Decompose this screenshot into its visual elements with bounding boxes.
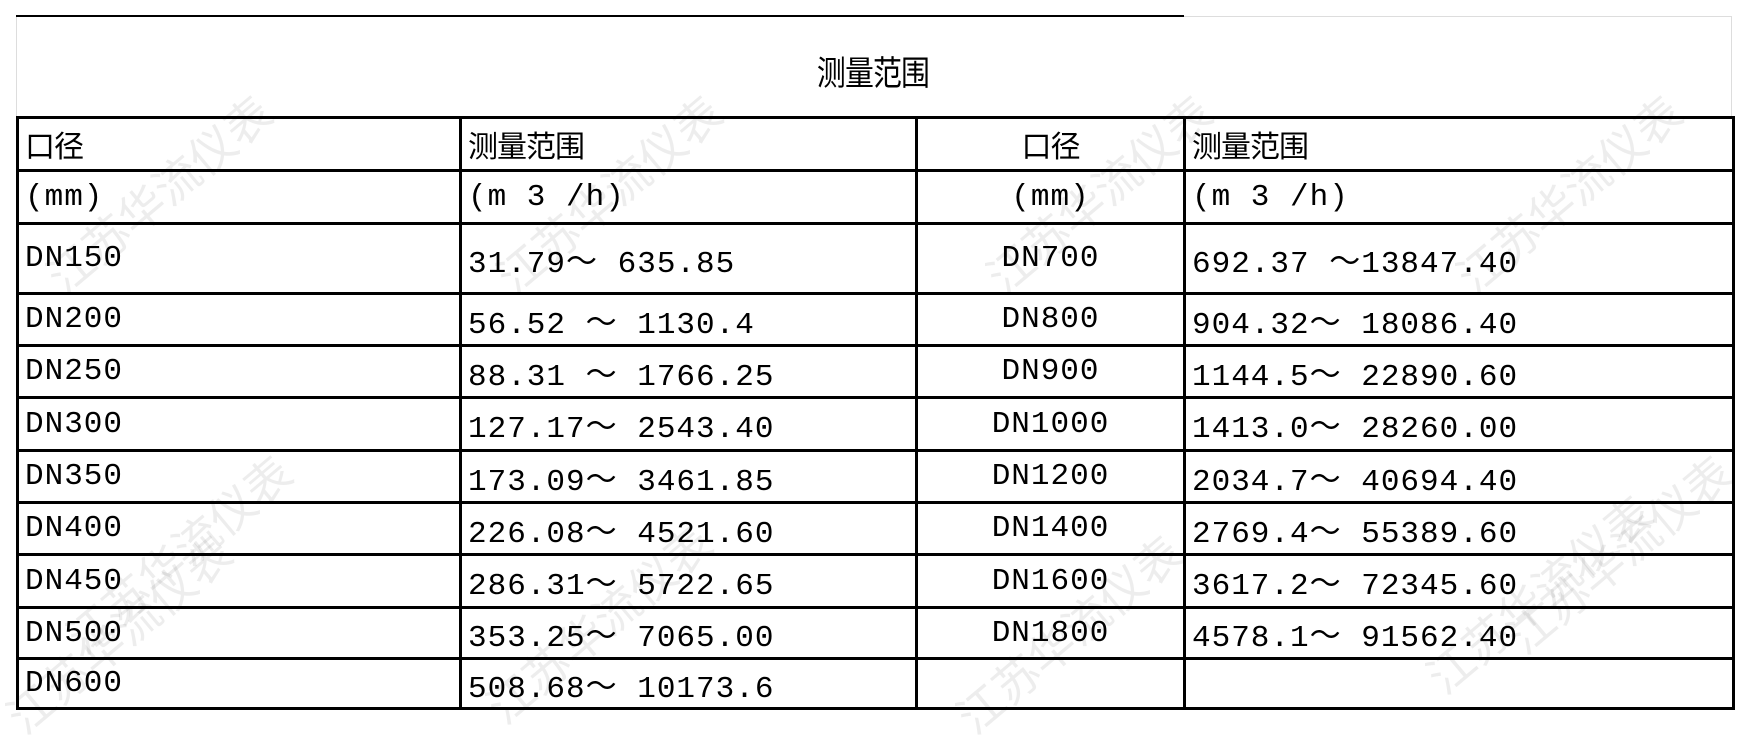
range-cell: 286.31～ 5722.65 — [459, 553, 918, 609]
table-row: DN150 31.79～ 635.85 DN700 692.37 ～13847.40 — [16, 222, 1735, 295]
table-row: DN250 88.31 ～ 1766.25 DN900 1144.5～ 22890.6… — [16, 344, 1735, 399]
unit-size-left: (mm) — [16, 169, 462, 225]
range-cell: 88.31 ～ 1766.25 — [459, 344, 918, 399]
size-cell: DN1600 — [915, 553, 1186, 609]
range-cell: 904.32～ 18086.40 — [1183, 292, 1735, 347]
size-cell: DN450 — [16, 553, 462, 609]
size-cell: DN1000 — [915, 396, 1186, 452]
range-cell: 1413.0～ 28260.00 — [1183, 396, 1735, 452]
range-cell: 173.09～ 3461.85 — [459, 449, 918, 504]
size-cell: DN900 — [915, 344, 1186, 399]
page-title: 测量范围 — [816, 54, 930, 94]
size-cell: DN400 — [16, 501, 462, 556]
frame-top — [1184, 16, 1732, 17]
size-cell: DN1800 — [915, 606, 1186, 660]
header-row: 口径 测量范围 口径 测量范围 — [16, 116, 1735, 172]
unit-range-left: (m 3 /h) — [459, 169, 918, 225]
range-cell: 31.79～ 635.85 — [459, 222, 918, 295]
range-cell: 2034.7～ 40694.40 — [1183, 449, 1735, 504]
range-cell: 127.17～ 2543.40 — [459, 396, 918, 452]
size-cell: DN350 — [16, 449, 462, 504]
header-range-right: 测量范围 — [1183, 116, 1735, 172]
range-cell: 3617.2～ 72345.60 — [1183, 553, 1735, 609]
header-range-left: 测量范围 — [459, 116, 918, 172]
table-row: DN450 286.31～ 5722.65 DN1600 3617.2～ 72345.… — [16, 553, 1735, 609]
table-row: DN350 173.09～ 3461.85 DN1200 2034.7～ 40694.… — [16, 449, 1735, 504]
size-cell: DN600 — [16, 657, 462, 710]
size-cell — [915, 657, 1186, 710]
unit-row: (mm) (m 3 /h) (mm) (m 3 /h) — [16, 169, 1735, 225]
table-row: DN300 127.17～ 2543.40 DN1000 1413.0～ 28260.… — [16, 396, 1735, 452]
range-cell: 56.52 ～ 1130.4 — [459, 292, 918, 347]
size-cell: DN500 — [16, 606, 462, 660]
table-row: DN200 56.52 ～ 1130.4 DN800 904.32～ 18086.40 — [16, 292, 1735, 347]
size-cell: DN200 — [16, 292, 462, 347]
size-cell: DN800 — [915, 292, 1186, 347]
size-cell: DN700 — [915, 222, 1186, 295]
range-cell: 2769.4～ 55389.60 — [1183, 501, 1735, 556]
size-cell: DN250 — [16, 344, 462, 399]
range-cell: 4578.1～ 91562.40 — [1183, 606, 1735, 660]
range-cell: 226.08～ 4521.60 — [459, 501, 918, 556]
range-cell: 508.68～ 10173.6 — [459, 657, 918, 710]
header-size-right: 口径 — [915, 116, 1186, 172]
table-row: DN600 508.68～ 10173.6 — [16, 657, 1735, 710]
range-cell: 692.37 ～13847.40 — [1183, 222, 1735, 295]
size-cell: DN150 — [16, 222, 462, 295]
table-row: DN500 353.25～ 7065.00 DN1800 4578.1～ 91562.… — [16, 606, 1735, 660]
range-cell: 353.25～ 7065.00 — [459, 606, 918, 660]
top-rule — [16, 15, 1184, 17]
title-frame — [16, 17, 1732, 117]
measurement-range-table: 口径 测量范围 口径 测量范围 (mm) (m 3 /h) (mm) (m 3 … — [16, 116, 1735, 710]
range-cell: 1144.5～ 22890.60 — [1183, 344, 1735, 399]
range-cell — [1183, 657, 1735, 710]
size-cell: DN1200 — [915, 449, 1186, 504]
header-size-left: 口径 — [16, 116, 462, 172]
table-row: DN400 226.08～ 4521.60 DN1400 2769.4～ 55389.… — [16, 501, 1735, 556]
size-cell: DN300 — [16, 396, 462, 452]
size-cell: DN1400 — [915, 501, 1186, 556]
unit-range-right: (m 3 /h) — [1183, 169, 1735, 225]
unit-size-right: (mm) — [915, 169, 1186, 225]
